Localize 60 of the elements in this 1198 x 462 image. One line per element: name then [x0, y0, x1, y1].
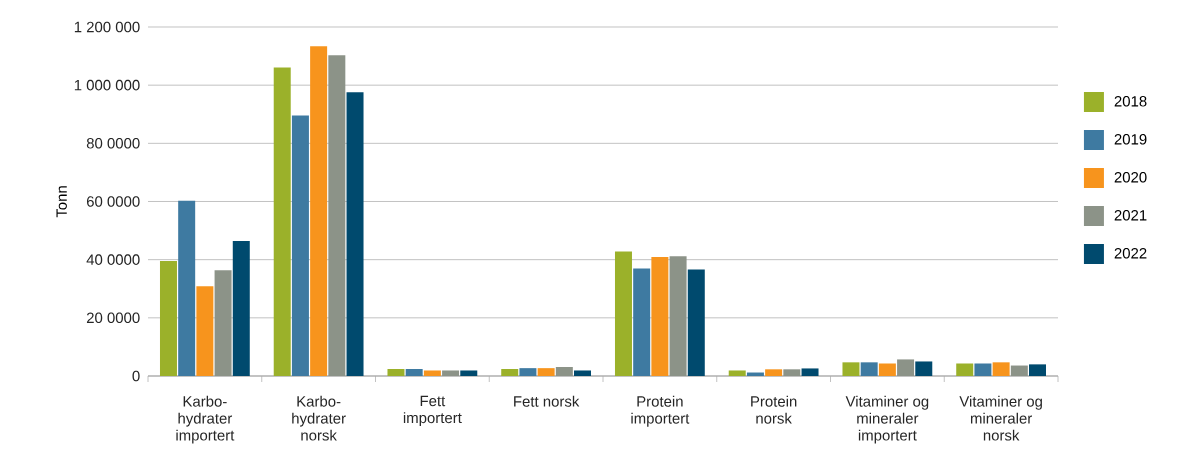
bar: [519, 368, 537, 376]
legend-label: 2018: [1114, 96, 1147, 107]
bar: [915, 361, 933, 376]
bar: [897, 359, 915, 376]
bar: [442, 370, 460, 376]
bar: [291, 115, 309, 376]
y-tick-label: 60 0000: [86, 196, 140, 207]
bar: [651, 257, 669, 376]
bar: [328, 55, 346, 376]
bar: [214, 270, 232, 376]
bar: [1029, 364, 1047, 376]
bar: [974, 363, 992, 376]
x-tick-label: Karbo-hydrater importert: [176, 395, 235, 444]
bar: [574, 370, 592, 376]
legend-label: 2021: [1114, 210, 1147, 221]
x-tick-label: Protein importert: [631, 395, 690, 427]
y-tick-label: 1 200 000: [74, 21, 140, 33]
bar: [232, 241, 250, 376]
legend-label: 2019: [1114, 134, 1147, 145]
x-tick-label: Vitaminer og mineraler norsk: [959, 395, 1042, 441]
bar: [783, 369, 801, 376]
bar: [310, 46, 328, 376]
bar: [765, 369, 783, 376]
bar: [956, 363, 974, 376]
bar: [860, 362, 878, 376]
bar: [273, 67, 291, 376]
bar: [669, 256, 687, 376]
x-tick-label: Karbo-hydrater norsk: [292, 395, 346, 441]
legend-label: 2022: [1114, 248, 1147, 259]
bar: [423, 370, 441, 376]
y-tick-label: 20 0000: [86, 312, 140, 324]
bar: [196, 286, 214, 376]
bar: [614, 251, 632, 376]
bar: [992, 362, 1010, 376]
bar: [555, 366, 573, 376]
y-tick-label: 40 0000: [86, 254, 140, 265]
bar: [178, 200, 196, 376]
bar: [728, 370, 746, 376]
x-tick-label: Vitaminer og mineraler importert: [845, 395, 929, 444]
bar: [159, 261, 177, 376]
bar: [687, 269, 705, 376]
bar: [405, 369, 423, 376]
bar: [501, 369, 519, 376]
bar: [537, 368, 555, 376]
bar: [387, 369, 405, 376]
x-tick-label: Fett norsk: [514, 395, 580, 407]
bar: [633, 268, 651, 376]
y-tick-label: 0: [132, 370, 140, 382]
bar: [1010, 365, 1028, 376]
bar: [801, 368, 819, 376]
bar: [842, 362, 860, 376]
y-axis-title: Tonn: [56, 186, 67, 218]
y-tick-label: 1 000 000: [74, 79, 140, 91]
bar: [878, 363, 896, 376]
x-tick-label: Fett importert: [403, 395, 462, 427]
x-tick-label: Protein norsk: [751, 395, 797, 424]
bar: [346, 92, 364, 376]
y-tick-label: 80 0000: [86, 138, 140, 149]
bar: [460, 370, 478, 376]
legend-label: 2020: [1114, 172, 1147, 183]
